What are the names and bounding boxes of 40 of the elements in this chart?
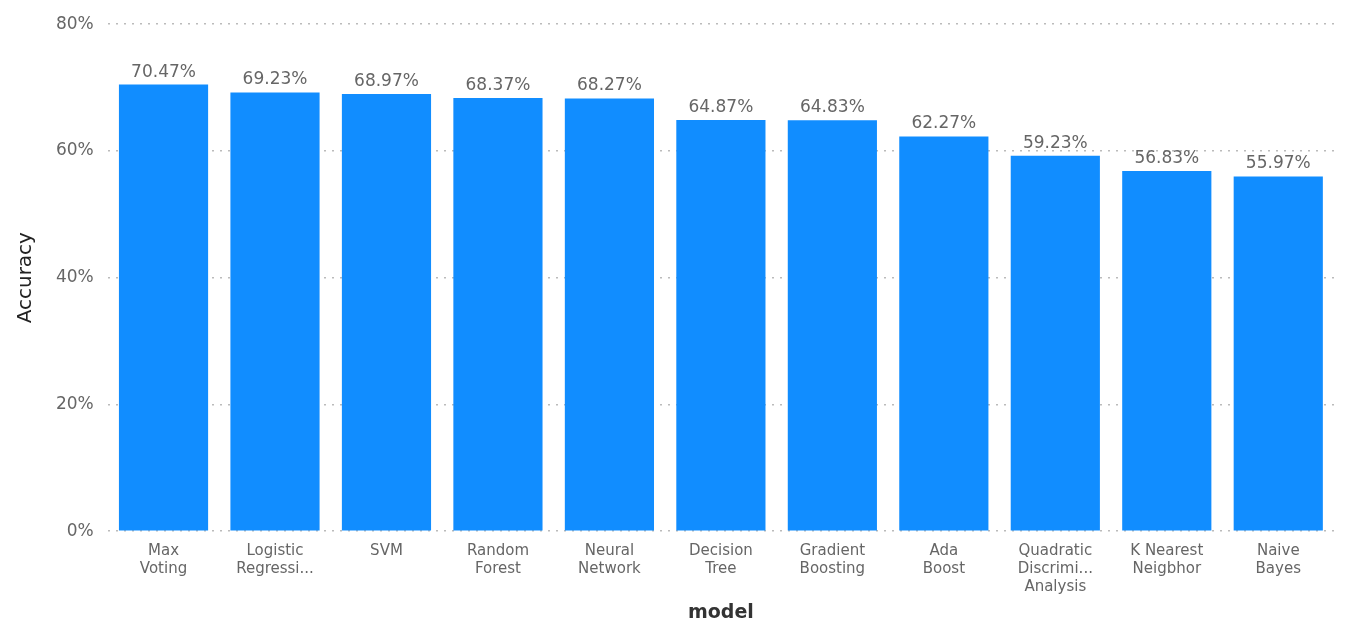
bar	[1233, 176, 1323, 531]
bar	[341, 94, 432, 531]
x-tick-label: Logistic Regressi...	[236, 541, 314, 578]
data-label: 59.23%	[1022, 131, 1088, 152]
bar	[899, 136, 989, 531]
data-label: 68.37%	[465, 73, 531, 94]
x-tick-label: Quadratic Discrimi... Analysis	[1017, 541, 1093, 596]
data-label: 62.27%	[911, 112, 977, 133]
data-label: 64.83%	[799, 96, 865, 117]
bar	[676, 120, 766, 531]
data-label: 64.87%	[688, 96, 754, 117]
data-label: 68.97%	[354, 70, 419, 91]
bar	[1122, 171, 1212, 531]
y-axis-title: Accuracy	[12, 231, 37, 324]
x-tick-label: Neural Network	[578, 541, 642, 578]
x-tick-label: Gradient Boosting	[799, 541, 866, 578]
x-tick-label: Decision Tree	[688, 541, 753, 578]
x-tick-label: SVM	[370, 541, 403, 560]
x-tick-label: Ada Boost	[922, 541, 966, 578]
data-label: 69.23%	[242, 68, 308, 89]
x-tick-label: Random Forest	[466, 541, 529, 578]
y-tick-label: 0%	[66, 519, 94, 540]
x-axis-title: model	[687, 599, 754, 622]
bar	[453, 97, 543, 531]
bar	[1010, 155, 1100, 531]
x-tick-label: Naive Bayes	[1255, 541, 1302, 578]
x-tick-label: Max Voting	[139, 541, 188, 578]
data-label: 70.47%	[131, 60, 196, 81]
y-tick-label: 40%	[55, 266, 94, 287]
y-tick-label: 60%	[55, 139, 94, 160]
bar	[564, 98, 655, 531]
bar	[787, 120, 877, 531]
data-label: 68.27%	[577, 74, 642, 95]
bar	[230, 92, 320, 531]
x-tick-label: K Nearest Neigbhor	[1130, 541, 1204, 578]
y-tick-label: 80%	[55, 12, 94, 33]
y-tick-label: 20%	[55, 392, 94, 413]
data-label: 55.97%	[1245, 152, 1311, 173]
bar	[118, 84, 209, 531]
data-label: 56.83%	[1134, 146, 1200, 167]
